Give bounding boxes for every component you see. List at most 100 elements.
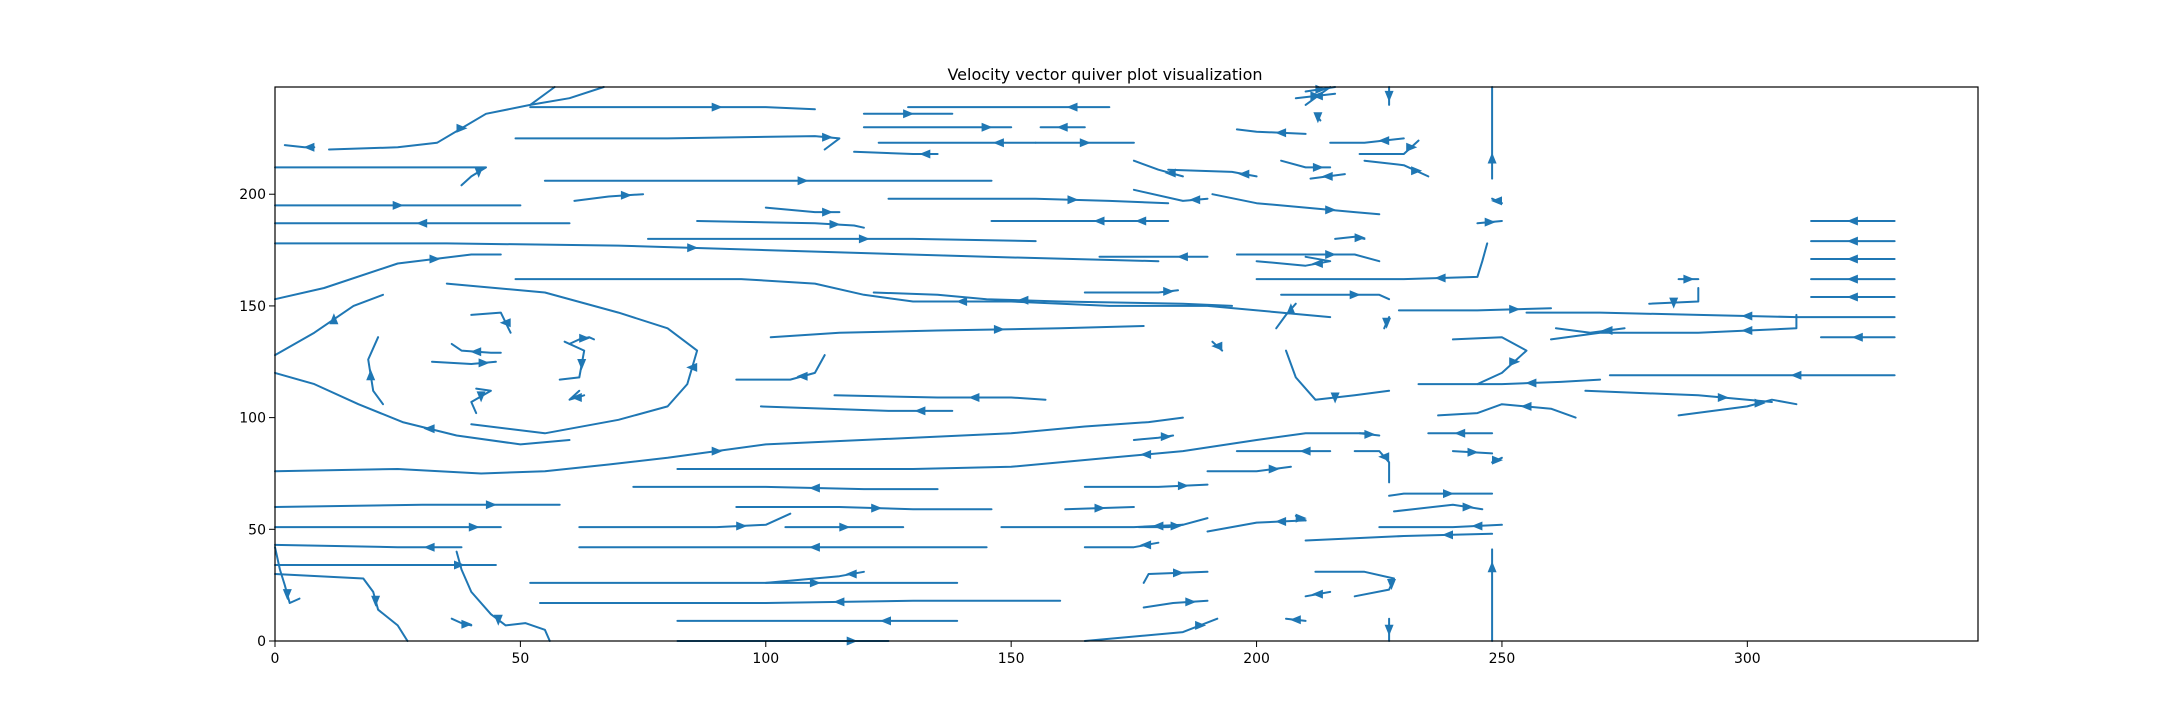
streamline <box>632 485 939 491</box>
streamline-arrow <box>914 406 926 416</box>
streamline <box>1358 139 1420 155</box>
streamline-arrow <box>1170 521 1182 531</box>
streamline-arrow <box>485 500 497 510</box>
streamline-arrow <box>1275 128 1287 138</box>
streamline <box>445 282 699 435</box>
streamline-arrow <box>620 190 632 200</box>
streamline <box>676 432 1366 470</box>
streamline-arrow <box>1741 311 1753 321</box>
streamline-arrow <box>797 176 809 186</box>
streamlines-group <box>274 84 1896 646</box>
streamline-arrow <box>1238 169 1250 179</box>
streamline-arrow <box>1851 332 1863 342</box>
streamline-arrow <box>711 446 723 456</box>
streamline-arrow <box>809 578 821 588</box>
streamline-arrow <box>1790 370 1802 380</box>
streamline-arrow <box>1509 304 1521 314</box>
streamline <box>529 86 605 106</box>
streamline-arrow <box>1846 216 1858 226</box>
streamline-arrow <box>736 521 748 531</box>
streamline-arrow <box>1056 122 1068 132</box>
streamline-arrow <box>1286 303 1296 315</box>
streamline <box>735 506 993 511</box>
streamline-arrow <box>1442 530 1453 540</box>
streamline <box>1142 570 1209 584</box>
streamline-arrow <box>1299 446 1311 456</box>
streamline-arrow <box>1275 517 1287 526</box>
streamline-arrow <box>1509 357 1521 367</box>
streamline-arrow <box>1846 292 1858 302</box>
streamline <box>274 543 463 549</box>
streamline-arrow <box>833 597 845 607</box>
streamline <box>1211 193 1381 216</box>
streamline-arrow <box>992 138 1004 148</box>
streamline <box>1083 617 1219 642</box>
streamline-arrow <box>1484 217 1496 227</box>
streamline <box>759 405 954 412</box>
streamline-arrow <box>1093 216 1105 226</box>
streamline-arrow <box>1185 597 1197 607</box>
streamline-arrow <box>1017 295 1029 305</box>
streamline-arrow <box>1378 136 1390 146</box>
streamline-arrow <box>1443 489 1454 499</box>
streamline <box>1393 503 1484 513</box>
streamline-arrow <box>903 109 915 119</box>
streamline-arrow <box>1434 273 1446 283</box>
streamline-arrow <box>1454 428 1466 438</box>
streamline-arrow <box>711 102 723 112</box>
streamline-arrow <box>808 542 820 552</box>
streamline-arrow <box>371 595 381 607</box>
streamline-arrow <box>1683 274 1695 284</box>
y-tick-label: 200 <box>239 187 266 203</box>
streamline-arrow <box>1311 259 1323 268</box>
streamline-arrow <box>1471 521 1483 531</box>
streamline-arrow <box>493 614 503 626</box>
streamline-arrow <box>858 234 870 244</box>
streamline-arrow <box>1160 432 1172 442</box>
streamline-arrow <box>1384 624 1394 636</box>
streamline-arrow <box>1079 138 1091 148</box>
streamline <box>1378 523 1503 529</box>
streamline-arrow <box>579 333 591 343</box>
streamline <box>1363 159 1430 178</box>
streamline-arrow <box>476 391 486 403</box>
streamline-arrow <box>329 313 339 325</box>
streamline <box>1235 128 1307 135</box>
streamline <box>1314 570 1395 598</box>
streamline <box>539 599 1062 604</box>
streamline-arrow <box>1189 195 1201 205</box>
streamline-arrow <box>796 371 808 381</box>
streamline <box>1677 398 1798 417</box>
streamline <box>1554 327 1626 334</box>
streamline <box>1280 293 1391 301</box>
streamline <box>1304 532 1494 542</box>
streamline-arrow <box>1354 233 1366 243</box>
streamline <box>769 325 1145 339</box>
streamline <box>1083 483 1209 488</box>
streamline-arrow <box>1321 171 1333 181</box>
streamline-arrow <box>1387 579 1396 590</box>
streamline <box>274 253 502 301</box>
streamline-arrow <box>423 424 435 434</box>
streamline-arrow <box>1325 205 1337 215</box>
streamline <box>1206 519 1307 533</box>
streamline-arrow <box>282 589 292 601</box>
streamline <box>1142 599 1209 609</box>
streamline <box>470 311 512 334</box>
streamline <box>1451 336 1528 386</box>
x-tick-label: 0 <box>271 651 280 667</box>
streamline-arrow <box>1289 615 1301 625</box>
streamline-arrow <box>1140 450 1152 459</box>
streamline <box>274 371 571 446</box>
streamline-arrow <box>366 369 376 381</box>
streamline <box>1280 159 1332 169</box>
streamline-arrow <box>1094 503 1106 513</box>
streamline <box>514 278 1332 319</box>
streamline-arrow <box>416 218 428 228</box>
streamline <box>647 237 1037 243</box>
streamline-arrow <box>1067 195 1079 205</box>
streamline <box>274 166 487 187</box>
streamline-arrow <box>1349 290 1361 300</box>
streamline <box>1329 137 1405 144</box>
x-tick-label: 300 <box>1734 651 1761 667</box>
